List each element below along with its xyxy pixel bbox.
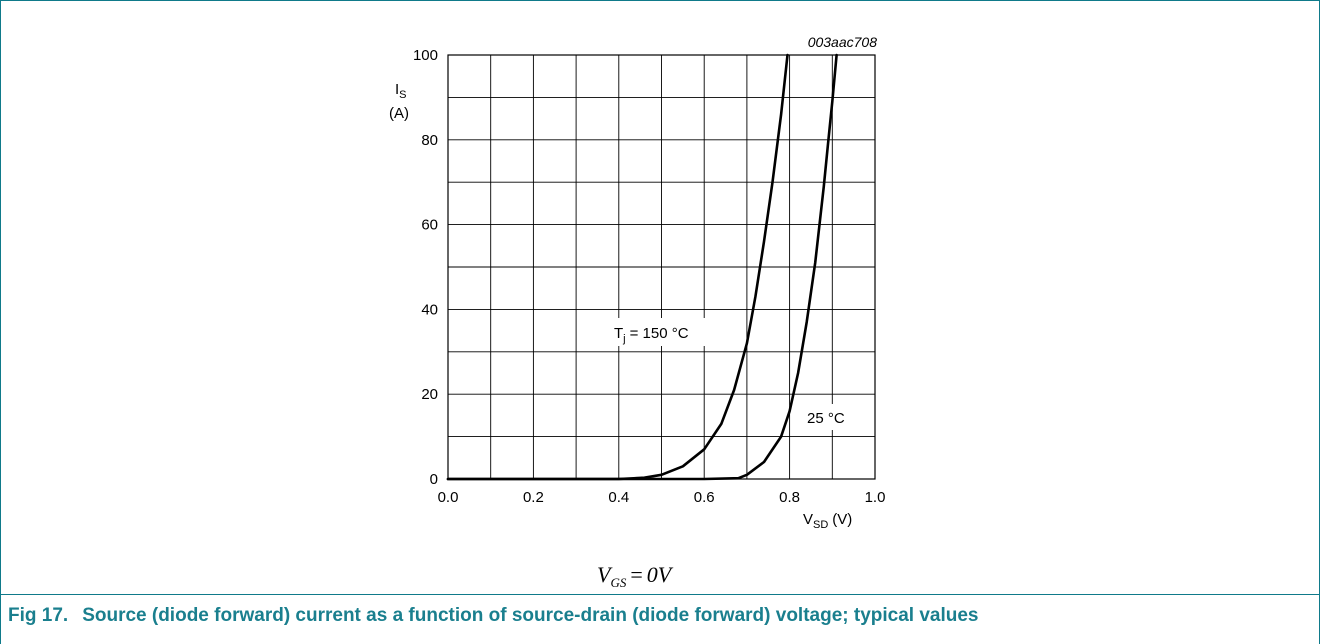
chart: 0.0 0.2 0.4 0.6 0.8 1.0 0 20 40 60 80 100 003aac70… [389,34,886,531]
curves [446,53,838,481]
x-tick-label: 1.0 [865,489,886,506]
y-tick-label: 100 [413,47,438,64]
x-tick-label: 0.4 [608,489,629,506]
x-tick-label: 0.0 [438,489,459,506]
series-label-150c: Tj = 150 °C [614,325,689,345]
figure-caption: Fig 17. Source (diode forward) current as… [0,594,1320,644]
series-label-150c-prefix: T [614,325,623,342]
series-line-25c [446,53,838,481]
grid [448,55,875,479]
series-line-150c [446,53,789,481]
y-tick-label: 0 [430,471,438,488]
caption-text: Source (diode forward) current as a func… [82,605,979,626]
x-axis-label-main: V [803,511,813,528]
x-axis-label-sub: SD [813,519,828,531]
y-tick-label: 80 [421,132,438,149]
test-condition: VGS = 0V [597,562,672,590]
y-tick-label: 60 [421,217,438,234]
y-tick-label: 40 [421,301,438,318]
x-tick-labels: 0.0 0.2 0.4 0.6 0.8 1.0 [438,489,886,506]
condition-subscript: GS [610,575,627,590]
series-label-150c-sub: j [622,333,625,345]
y-axis-label-sub: S [399,89,406,101]
x-axis-label: VSD (V) [803,511,852,531]
condition-value: 0 [646,562,658,587]
y-tick-labels: 0 20 40 60 80 100 [413,47,438,488]
x-tick-label: 0.2 [523,489,544,506]
y-axis-label-main: I [395,81,399,98]
condition-symbol: V [597,562,611,587]
condition-unit: V [657,562,672,587]
caption-number: Fig 17. [8,605,69,626]
x-axis-label-unit: (V) [832,511,852,528]
condition-equals: = [630,562,643,587]
annotation-bg-25 [803,404,859,430]
x-tick-label: 0.8 [779,489,800,506]
series-label-150c-rest: = 150 °C [630,325,689,342]
y-tick-label: 20 [421,386,438,403]
y-axis-label: IS [395,81,407,101]
annotation-bg-150 [611,318,711,346]
figure-code: 003aac708 [808,34,878,50]
series-label-25c: 25 °C [807,410,845,427]
x-tick-label: 0.6 [694,489,715,506]
y-axis-unit: (A) [389,105,409,122]
